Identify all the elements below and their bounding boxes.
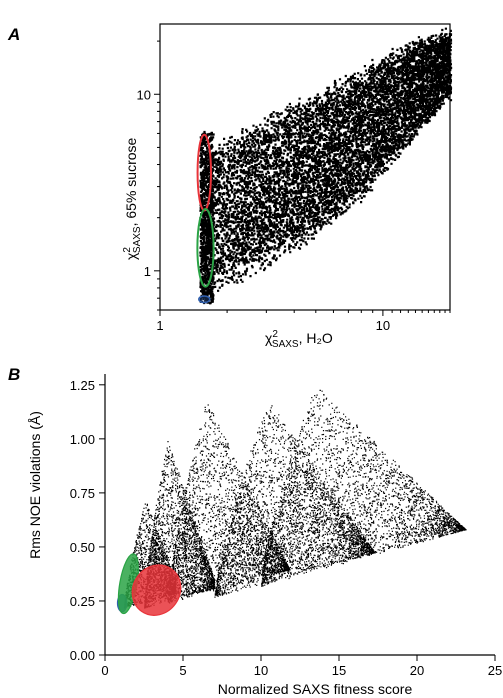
panel-b-highlights <box>116 553 182 616</box>
panel-b-ytick-label: 0.00 <box>70 648 95 663</box>
panel-b-ylabel: Rms NOE violations (Å) <box>27 411 43 559</box>
panel-a-scatter-points <box>199 27 453 305</box>
panel-b-ytick-label: 1.00 <box>70 432 95 447</box>
panel-a-xtick-label: 1 <box>156 318 163 333</box>
panel-a-ticks: 1 10 1 10 <box>137 40 451 333</box>
panel-b-xtick-label: 5 <box>179 663 186 678</box>
panel-b-xtick-label: 15 <box>332 663 346 678</box>
panel-a-ylabel: χ2SAXS, 65% sucrose <box>122 137 143 260</box>
panel-a-frame <box>159 23 451 311</box>
panel-a-highlight-1 <box>196 208 215 288</box>
panel-b-label: B <box>8 365 20 384</box>
panel-b-ytick-label: 0.50 <box>70 540 95 555</box>
panel-b-xtick-label: 20 <box>410 663 424 678</box>
panel-b-xtick-label: 25 <box>488 663 502 678</box>
panel-a-ytick-label: 1 <box>144 264 151 279</box>
panel-b-xtick-label: 10 <box>254 663 268 678</box>
panel-b-ytick-label: 0.25 <box>70 594 95 609</box>
panel-b-axes: 0 5 10 15 20 25 0.00 0.25 0.50 0.75 1.00 1.25 <box>70 374 502 678</box>
panel-a-points <box>199 27 453 305</box>
panel-b-ytick-label: 0.75 <box>70 486 95 501</box>
panel-b-xtick-label: 0 <box>101 663 108 678</box>
panel-b-highlight-2 <box>131 564 182 616</box>
panel-a-label: A <box>7 25 20 44</box>
panel-a-highlights <box>196 133 215 304</box>
panel-a-highlight-2 <box>198 295 211 304</box>
panel-a-xlabel: χ2 SAXS, H₂O <box>265 329 333 350</box>
panel-a-xtick-label: 10 <box>376 318 390 333</box>
panel-a-ytick-label: 10 <box>137 87 151 102</box>
panel-b-xlabel: Normalized SAXS fitness score <box>218 681 413 697</box>
panel-b-ytick-label: 1.25 <box>70 378 95 393</box>
